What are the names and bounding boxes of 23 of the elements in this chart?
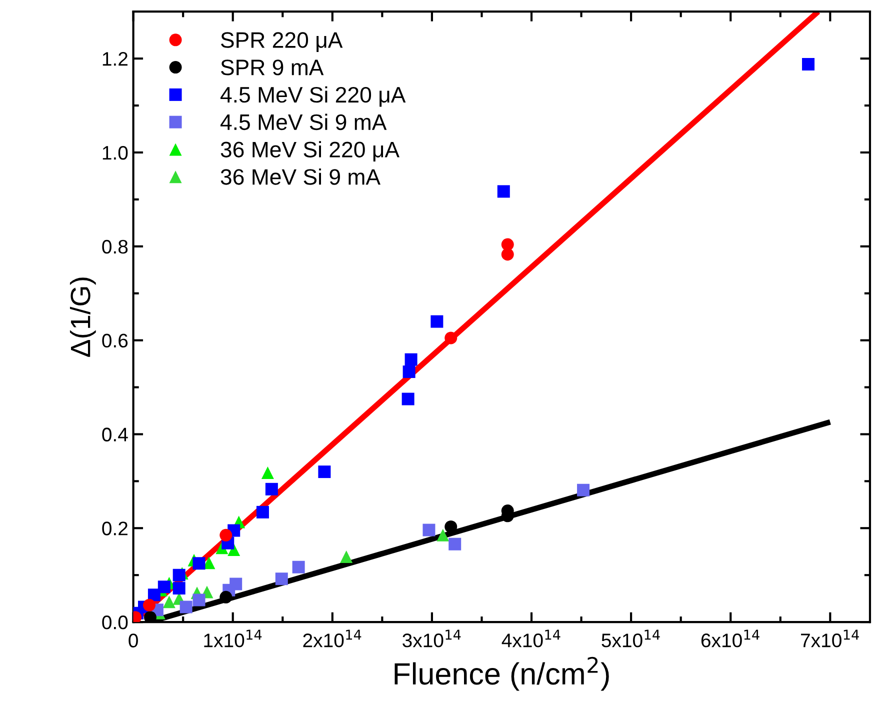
legend-label: SPR 220 μA [220,32,343,52]
x-tick-label: 7x10$^{14}$ [801,630,859,648]
x-tick-label: 6x10$^{14}$ [701,630,760,648]
legend-label: 36 MeV Si 9 mA [220,168,380,185]
legend-label: SPR 9 mA [220,60,324,76]
y-tick-label: 0.4 [102,428,128,442]
legend-label: 4.5 MeV Si 220 μA [220,86,406,107]
x-tick-label: 4x10$^{14}$ [502,630,560,648]
x-tick-label: 1x10$^{14}$ [204,630,262,648]
legend-label: 36 MeV Si 220 μA [220,141,400,162]
y-tick-label: 0.6 [102,334,128,348]
x-tick-label: 3x10$^{14}$ [402,630,461,648]
y-axis-title: Δ(1/G) [70,278,96,357]
x-tick-label: 5x10$^{14}$ [602,630,660,648]
legend-label: 4.5 MeV Si 9 mA [220,114,387,130]
x-tick-label: 2x10$^{14}$ [303,630,362,648]
x-axis-title: Fluence (n/cm$^{2}$) [394,656,609,691]
x-tick-label: 0 [128,634,138,648]
y-tick-label: 1.0 [102,146,128,160]
y-tick-label: 1.2 [102,52,128,66]
y-tick-label: 0.2 [102,522,128,536]
y-tick-label: 0.8 [102,240,128,254]
y-tick-label: 0.0 [102,616,128,630]
